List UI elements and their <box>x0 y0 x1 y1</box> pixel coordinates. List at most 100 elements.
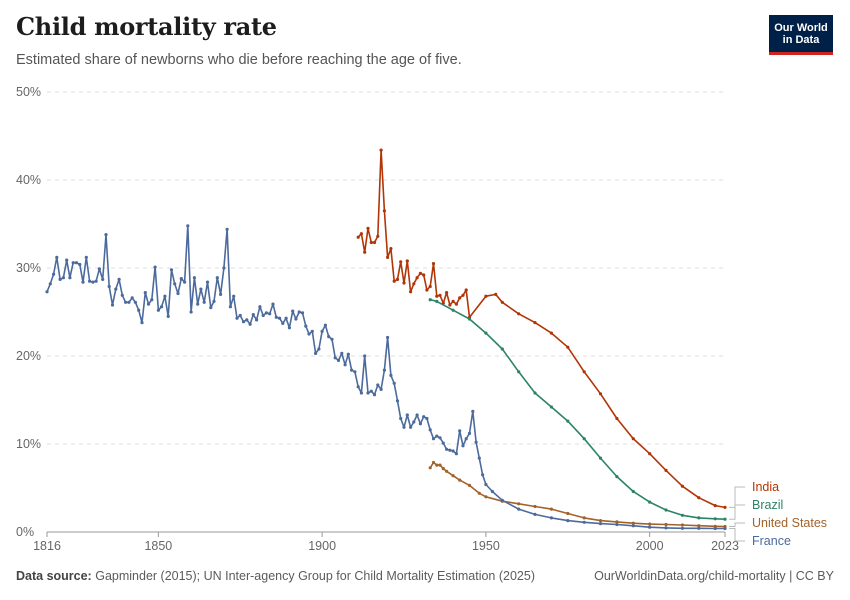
data-point-india <box>392 279 396 283</box>
data-point-france <box>78 262 82 267</box>
data-point-india <box>500 300 504 304</box>
series-label-india: India <box>752 480 779 494</box>
data-point-united-states <box>451 474 455 478</box>
data-point-united-states <box>664 522 668 527</box>
data-point-france <box>680 526 685 530</box>
data-point-france <box>179 277 183 281</box>
logo-line-2: in Data <box>782 33 820 46</box>
series-label-united-states: United States <box>752 516 827 530</box>
data-point-india <box>363 250 367 254</box>
source-text[interactable]: Gapminder (2015); UN Inter-agency Group … <box>95 569 535 583</box>
x-tick-label: 1816 <box>33 539 61 553</box>
data-point-france <box>215 276 219 280</box>
data-point-france <box>300 311 305 315</box>
data-point-france <box>445 447 449 451</box>
data-point-france <box>448 448 452 452</box>
data-point-united-states <box>467 483 472 487</box>
footer-url[interactable]: OurWorldinData.org/child-mortality | CC … <box>594 569 834 583</box>
x-tick-label: 1850 <box>144 539 172 553</box>
owid-logo[interactable]: Our World in Data <box>769 15 833 55</box>
data-point-france <box>130 296 134 300</box>
series-label-france: France <box>752 534 791 548</box>
data-point-india <box>422 273 426 277</box>
data-point-brazil <box>484 331 488 335</box>
data-point-france <box>425 416 429 421</box>
data-point-france <box>163 294 167 298</box>
data-point-india <box>713 504 717 508</box>
data-point-france <box>261 313 265 318</box>
data-point-france <box>333 356 337 360</box>
data-point-france <box>143 291 147 295</box>
data-point-india <box>415 276 419 280</box>
data-point-india <box>372 240 377 245</box>
data-point-france <box>186 224 190 228</box>
data-point-india <box>517 312 521 316</box>
data-point-india <box>697 496 701 500</box>
data-point-france <box>317 347 321 351</box>
data-point-united-states <box>582 516 586 520</box>
data-point-france <box>320 329 324 333</box>
data-point-france <box>107 284 111 289</box>
data-point-brazil <box>598 456 603 460</box>
data-point-brazil <box>428 298 432 302</box>
data-point-france <box>110 303 115 307</box>
data-point-france <box>372 393 377 397</box>
data-point-france <box>395 399 400 403</box>
data-point-france <box>435 434 439 438</box>
data-point-france <box>304 324 308 328</box>
series-line-united-states <box>429 461 726 528</box>
y-tick-label: 40% <box>16 173 41 187</box>
data-point-united-states <box>428 466 432 470</box>
data-point-brazil <box>697 516 701 520</box>
data-point-india <box>366 226 370 230</box>
data-point-india <box>389 247 393 251</box>
data-point-united-states <box>435 463 439 467</box>
data-point-france <box>422 415 426 419</box>
data-point-france <box>363 354 367 358</box>
data-point-france <box>477 456 481 460</box>
data-point-india <box>386 255 390 259</box>
data-point-france <box>278 316 282 320</box>
chart-title: Child mortality rate <box>16 12 277 41</box>
data-point-brazil <box>680 513 685 517</box>
data-point-france <box>418 422 422 426</box>
data-point-france <box>461 444 465 448</box>
data-point-united-states <box>598 519 603 523</box>
x-tick-label: 2000 <box>636 539 664 553</box>
y-tick-label: 10% <box>16 437 41 451</box>
data-point-brazil <box>549 405 554 409</box>
data-point-india <box>438 293 442 297</box>
data-point-france <box>88 279 92 283</box>
data-point-india <box>379 148 383 152</box>
data-point-brazil <box>713 517 717 521</box>
data-point-france <box>156 308 160 312</box>
label-connector-brazil <box>729 504 745 520</box>
data-point-france <box>189 310 193 314</box>
data-point-france <box>251 313 255 317</box>
data-point-france <box>346 352 350 356</box>
data-point-france <box>94 279 98 283</box>
data-point-brazil <box>566 419 570 423</box>
data-point-india <box>376 234 380 238</box>
data-point-france <box>104 233 108 237</box>
data-point-france <box>713 526 717 531</box>
data-point-france <box>330 337 334 341</box>
data-point-france <box>297 310 301 314</box>
data-point-france <box>52 272 56 276</box>
data-point-france <box>264 311 268 315</box>
data-point-france <box>287 326 291 330</box>
data-point-india <box>461 293 465 297</box>
data-point-india <box>395 277 400 281</box>
data-point-brazil <box>533 391 537 395</box>
data-point-france <box>376 383 380 387</box>
data-point-france <box>114 287 118 291</box>
data-point-france <box>582 520 586 524</box>
data-point-france <box>369 389 373 393</box>
data-point-france <box>481 473 485 477</box>
data-point-france <box>248 322 252 326</box>
data-point-france <box>458 429 462 433</box>
data-point-united-states <box>445 469 449 473</box>
data-point-india <box>402 281 406 285</box>
data-point-france <box>281 321 285 325</box>
